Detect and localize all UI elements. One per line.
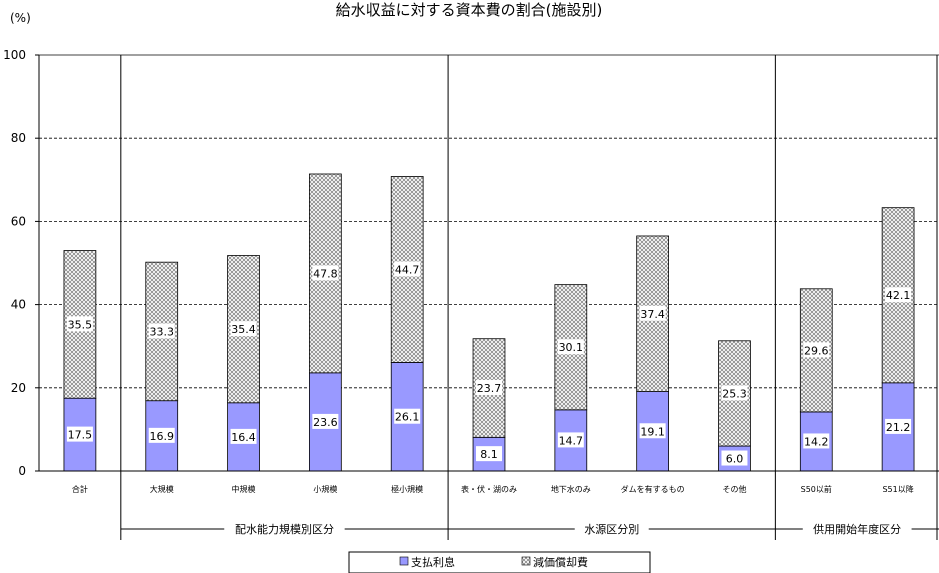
data-label-box [476,446,502,462]
data-label-interest: 14.2 [804,435,829,448]
x-tick-label: 地下水のみ [551,484,591,494]
data-label-box [66,316,93,332]
data-label-box [394,408,421,424]
data-label-box [66,426,93,442]
data-label-depreciation: 35.5 [68,318,93,331]
data-label-box [721,450,748,466]
legend-swatch-interest [399,556,409,566]
data-label-box [557,432,584,448]
data-label-interest: 23.6 [313,416,338,429]
data-label-interest: 6.0 [726,453,744,466]
data-label-box [721,385,748,401]
data-label-box [885,418,912,434]
data-label-interest: 16.4 [231,431,256,444]
data-label-box [148,427,175,443]
data-label-depreciation: 23.7 [477,382,502,395]
x-tick-label: その他 [722,484,746,494]
data-label-interest: 19.1 [640,425,665,438]
data-label-box [148,323,175,339]
data-label-box [394,261,421,277]
data-label-depreciation: 37.4 [640,308,665,321]
data-label-depreciation: 35.4 [231,323,256,336]
data-label-depreciation: 25.3 [722,387,747,400]
data-label-box [230,321,257,337]
data-label-box [312,265,339,281]
y-tick-label: 60 [11,214,26,228]
y-axis-label: (%) [10,11,31,25]
y-tick-label: 100 [3,48,26,62]
legend-box [348,551,651,573]
x-tick-label: 表・伏・湖のみ [461,484,517,494]
data-label-box [639,305,666,321]
x-tick-label: S51以降 [882,484,913,494]
legend-label-interest: 支払利息 [411,555,455,569]
group-label: 供用開始年度区分 [813,522,901,536]
group-label: 水源区分別 [584,522,639,536]
y-tick-label: 80 [11,131,26,145]
data-label-box [476,380,502,396]
x-tick-label: 大規模 [150,484,174,494]
chart-title: 給水収益に対する資本費の割合(施設別) [336,1,603,19]
data-label-depreciation: 30.1 [559,341,584,354]
data-label-depreciation: 44.7 [395,263,420,276]
data-label-interest: 21.2 [886,421,911,434]
data-label-depreciation: 29.6 [804,344,829,357]
y-tick-label: 40 [11,298,26,312]
data-label-box [885,287,912,303]
legend-swatch-depreciation [521,556,531,566]
x-tick-label: 小規模 [313,484,337,494]
x-tick-label: S50以前 [801,484,832,494]
data-label-interest: 8.1 [480,448,498,461]
y-tick-label: 20 [11,381,26,395]
data-label-box [639,423,666,439]
data-label-box [803,342,830,358]
data-label-interest: 16.9 [149,430,174,443]
data-label-box [557,339,584,355]
x-tick-label: ダムを有するもの [621,484,685,494]
data-label-depreciation: 33.3 [149,325,174,338]
data-label-box [312,413,339,429]
data-label-interest: 14.7 [559,434,584,447]
y-tick-label: 0 [18,464,26,478]
data-label-box [803,433,830,449]
data-label-depreciation: 42.1 [886,289,911,302]
legend-label-depreciation: 減価償却費 [533,555,588,569]
data-label-interest: 17.5 [68,429,93,442]
x-tick-label: 極小規模 [391,484,423,494]
x-tick-label: 合計 [72,484,88,494]
x-tick-label: 中規模 [232,484,256,494]
group-label: 配水能力規模別区分 [235,522,334,536]
data-label-depreciation: 47.8 [313,267,338,280]
data-label-box [230,428,257,444]
data-label-interest: 26.1 [395,411,420,424]
